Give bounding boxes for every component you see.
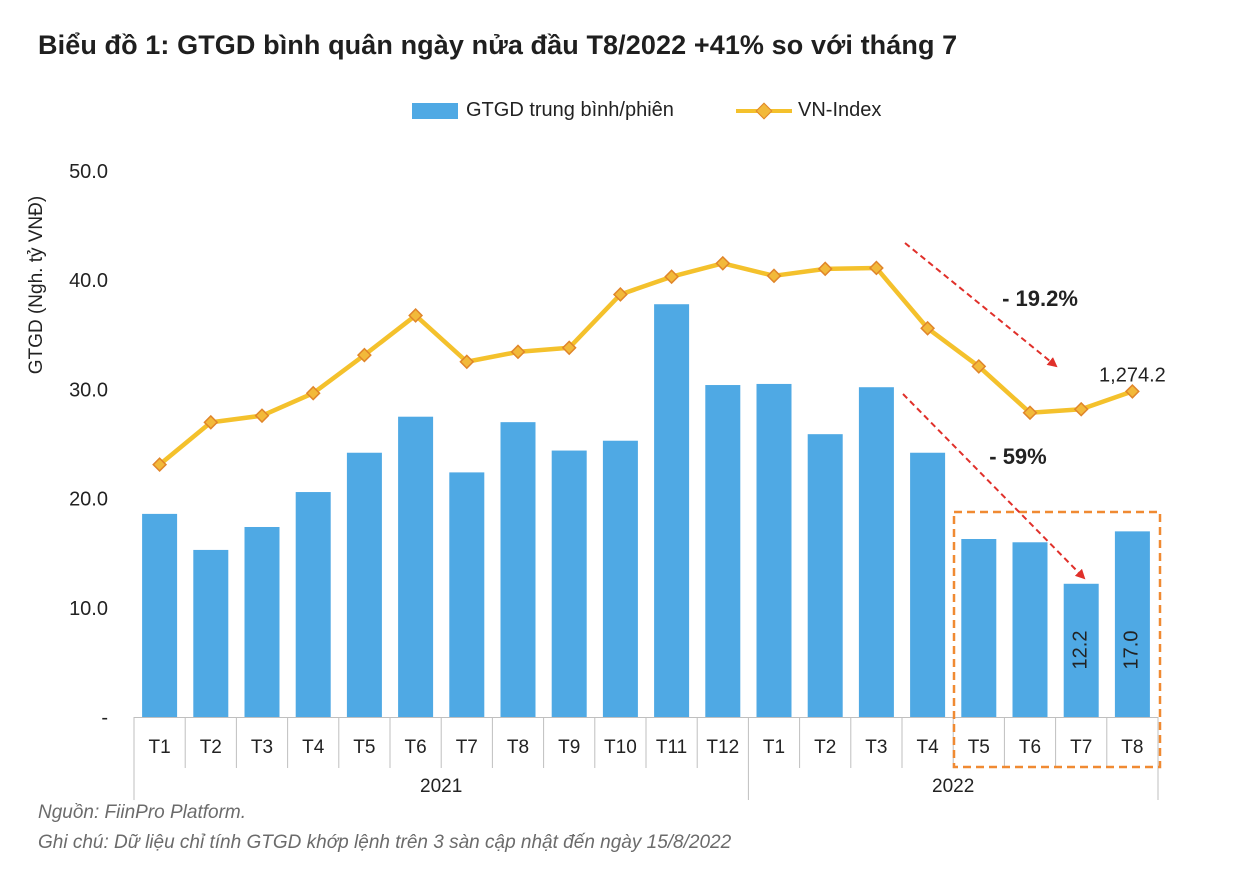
bar	[910, 452, 946, 717]
x-group-label: 2022	[932, 776, 974, 797]
legend-bar-label: GTGD trung bình/phiên	[466, 99, 674, 121]
x-tick-label: T4	[302, 737, 325, 758]
vnindex-marker	[356, 347, 372, 363]
vnindex-marker	[715, 255, 731, 271]
volume-trend-arrow	[902, 393, 1086, 580]
vnindex-marker	[459, 354, 475, 370]
x-tick-label: T1	[763, 737, 785, 758]
vnindex-marker	[868, 260, 884, 276]
y-tick-label: 20.0	[69, 489, 108, 511]
x-tick-label: T3	[865, 737, 887, 758]
x-tick-label: T7	[456, 737, 478, 758]
vnindex-marker	[971, 359, 987, 374]
x-tick-label: T8	[507, 737, 529, 758]
x-tick-label: T6	[405, 737, 427, 758]
x-tick-label: T1	[149, 737, 171, 758]
highlight-box	[952, 510, 1162, 769]
bar	[142, 513, 178, 717]
footnote: Ghi chú: Dữ liệu chỉ tính GTGD khớp lệnh…	[38, 832, 732, 853]
x-tick-label: T10	[604, 737, 637, 758]
x-tick-label: T3	[251, 737, 273, 758]
y-tick-label: -	[101, 707, 108, 729]
bar	[602, 440, 638, 717]
vnindex-marker	[1073, 401, 1089, 417]
legend-line-label: VN-Index	[798, 99, 882, 121]
bar	[295, 492, 331, 717]
bar	[193, 549, 229, 717]
x-tick-label: T2	[200, 737, 222, 758]
y-tick-label: 50.0	[69, 161, 108, 183]
vnindex-line	[158, 261, 1134, 467]
vnindex-marker	[1124, 383, 1140, 399]
bar	[756, 383, 792, 717]
legend-line-swatch	[736, 101, 792, 121]
vnindex-marker	[1022, 405, 1038, 421]
bar	[858, 387, 894, 717]
x-tick-label: T8	[1121, 737, 1143, 758]
x-tick-label: T6	[1019, 737, 1041, 758]
x-tick-label: T12	[706, 737, 739, 758]
x-tick-label: T5	[353, 737, 375, 758]
trend-annotation: - 59%	[989, 444, 1046, 469]
legend-bar-swatch	[412, 102, 458, 119]
vnindex-marker	[664, 269, 680, 285]
vnindex-trend-arrow	[904, 242, 1058, 368]
bar	[346, 452, 382, 717]
vnindex-marker	[203, 414, 219, 430]
bar	[1114, 531, 1150, 717]
vnindex-marker	[152, 457, 168, 473]
legend-item-line: VN-Index	[736, 99, 881, 122]
y-tick-label: 30.0	[69, 379, 108, 401]
vnindex-marker	[254, 408, 270, 424]
x-tick-label: T2	[814, 737, 836, 758]
x-tick-label: T4	[917, 737, 940, 758]
line-data-label: 1,274.2	[1099, 364, 1166, 386]
trend-annotation: - 19.2%	[1002, 286, 1078, 311]
chart-legend: GTGD trung bình/phiên VN-Index	[0, 99, 1238, 127]
x-tick-label: T11	[656, 737, 687, 758]
y-tick-label: 40.0	[69, 270, 108, 292]
x-tick-label: T9	[558, 737, 580, 758]
bar	[551, 450, 587, 717]
bar	[1063, 583, 1099, 717]
bar	[500, 422, 536, 717]
bar	[1012, 542, 1048, 717]
bar	[398, 416, 434, 717]
bar	[449, 472, 485, 717]
vnindex-marker	[305, 385, 321, 401]
source-note: Nguồn: FiinPro Platform.	[38, 802, 247, 823]
x-tick-label: T5	[968, 737, 990, 758]
bar	[705, 385, 741, 717]
bar	[961, 539, 997, 717]
vnindex-marker	[612, 287, 628, 302]
vnindex-marker	[510, 344, 526, 360]
vnindex-marker	[920, 320, 936, 336]
bar	[244, 526, 280, 717]
vnindex-marker	[817, 261, 833, 277]
bar-data-label: 17.0	[1121, 631, 1143, 670]
legend-item-bar: GTGD trung bình/phiên	[412, 99, 674, 122]
chart-title: Biểu đồ 1: GTGD bình quân ngày nửa đầu T…	[38, 30, 958, 60]
x-group-label: 2021	[420, 776, 462, 797]
bar	[807, 434, 843, 717]
x-tick-label: T7	[1070, 737, 1092, 758]
vnindex-marker	[561, 340, 577, 356]
y-tick-label: 10.0	[69, 598, 108, 620]
bar	[654, 304, 690, 717]
bar-data-label: 12.2	[1069, 631, 1091, 670]
vnindex-marker	[766, 268, 782, 284]
vnindex-marker	[408, 308, 424, 323]
